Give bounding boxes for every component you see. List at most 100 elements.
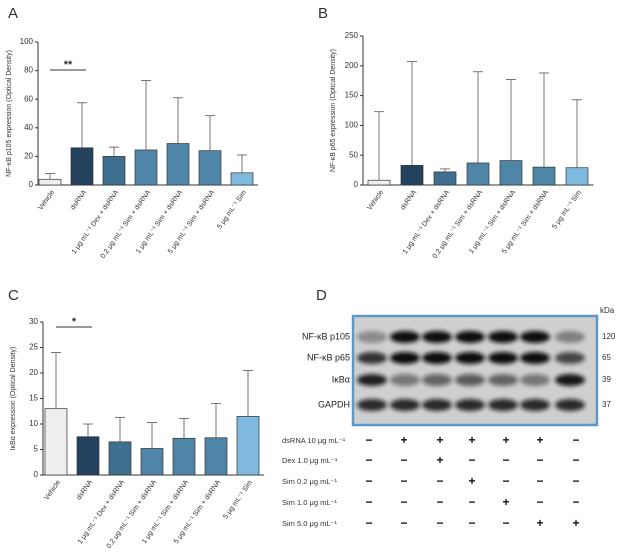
bar [433, 171, 457, 186]
panel-label: B [318, 5, 328, 22]
band [455, 352, 485, 364]
treatment-sign: − [468, 495, 475, 509]
treatment-sign: − [400, 453, 407, 467]
treatment-sign: + [468, 433, 475, 447]
treatment-sign: + [502, 495, 509, 509]
bar [166, 143, 190, 186]
significance-label: ** [64, 59, 73, 71]
band-label: NF-κB p65 [307, 352, 350, 362]
y-tick-label: 0 [29, 180, 34, 189]
y-tick-label: 30 [29, 317, 38, 326]
band [422, 331, 452, 343]
x-tick-label: Vehicle [43, 479, 62, 502]
y-tick-label: 50 [349, 150, 358, 159]
x-tick-label: Vehicle [366, 189, 385, 212]
bar [230, 172, 254, 186]
panel-label: C [8, 287, 19, 304]
band-label: NF-κB p105 [302, 331, 350, 341]
treatment-label: Sim 0.2 μg mL⁻¹ [282, 477, 337, 486]
y-tick-label: 25 [29, 343, 38, 352]
bar [466, 162, 490, 186]
band [555, 399, 585, 411]
y-tick-label: 20 [24, 152, 33, 161]
bar [70, 147, 94, 186]
treatment-sign: − [536, 453, 543, 467]
treatment-sign: − [436, 474, 443, 488]
bar [38, 178, 62, 186]
y-tick-label: 100 [345, 121, 359, 130]
band [488, 374, 518, 386]
y-tick-label: 150 [345, 91, 359, 100]
kda-header: kDa [600, 306, 615, 315]
bar [102, 156, 126, 186]
x-tick-label: 5 μg mL⁻¹ Sim [551, 189, 583, 230]
band-kda: 39 [602, 375, 611, 384]
treatment-sign: − [572, 474, 579, 488]
treatment-sign: + [468, 474, 475, 488]
treatment-sign: − [572, 453, 579, 467]
band [357, 374, 387, 386]
treatment-sign: − [468, 516, 475, 530]
y-tick-label: 0 [34, 470, 39, 479]
treatment-sign: − [502, 453, 509, 467]
y-tick-label: 100 [20, 37, 34, 46]
band [520, 331, 550, 343]
band-kda: 65 [602, 353, 611, 362]
treatment-sign: − [536, 495, 543, 509]
treatment-sign: − [536, 474, 543, 488]
band [455, 399, 485, 411]
x-tick-label: dsRNA [70, 189, 89, 211]
x-tick-label: 5 μg mL⁻¹ Sim [216, 189, 248, 230]
bar [44, 408, 68, 476]
x-tick-label: dsRNA [400, 189, 419, 211]
treatment-sign: − [502, 474, 509, 488]
band [422, 374, 452, 386]
y-tick-label: 20 [29, 368, 38, 377]
y-tick-label: 250 [345, 31, 359, 40]
y-axis-label: NF-κB p105 expression (Optical Density) [6, 50, 13, 177]
band [555, 374, 585, 386]
y-tick-label: 0 [354, 180, 359, 189]
band-kda: 120 [602, 332, 616, 341]
band [455, 374, 485, 386]
treatment-sign: + [502, 433, 509, 447]
panel-label: D [316, 287, 327, 304]
band [555, 352, 585, 364]
y-tick-label: 60 [24, 94, 33, 103]
treatment-sign: − [365, 433, 372, 447]
treatment-sign: + [536, 516, 543, 530]
band [455, 331, 485, 343]
band [555, 331, 585, 343]
band [488, 331, 518, 343]
treatment-sign: + [436, 433, 443, 447]
band [520, 399, 550, 411]
treatment-sign: − [436, 495, 443, 509]
x-tick-label: dsRNA [76, 479, 95, 501]
bar [140, 448, 164, 476]
treatment-sign: − [365, 495, 372, 509]
band [520, 352, 550, 364]
treatment-sign: + [400, 433, 407, 447]
treatment-sign: − [400, 516, 407, 530]
band [357, 352, 387, 364]
bar [76, 436, 100, 476]
x-tick-label: 5 μg mL⁻¹ Sim [222, 479, 254, 520]
treatment-label: Sim 5.0 μg mL⁻¹ [282, 519, 337, 528]
y-tick-label: 5 [34, 445, 39, 454]
y-tick-label: 15 [29, 394, 38, 403]
bar [565, 167, 589, 186]
treatment-sign: − [400, 474, 407, 488]
treatment-sign: − [436, 516, 443, 530]
treatment-sign: − [365, 453, 372, 467]
band-label: IκBα [332, 374, 350, 384]
band [390, 374, 420, 386]
y-tick-label: 200 [345, 61, 359, 70]
treatment-sign: + [536, 433, 543, 447]
band [390, 399, 420, 411]
treatment-sign: − [572, 495, 579, 509]
y-tick-label: 10 [29, 419, 38, 428]
treatment-label: Sim 1.0 μg mL⁻¹ [282, 498, 337, 507]
band [357, 331, 387, 343]
band [488, 352, 518, 364]
